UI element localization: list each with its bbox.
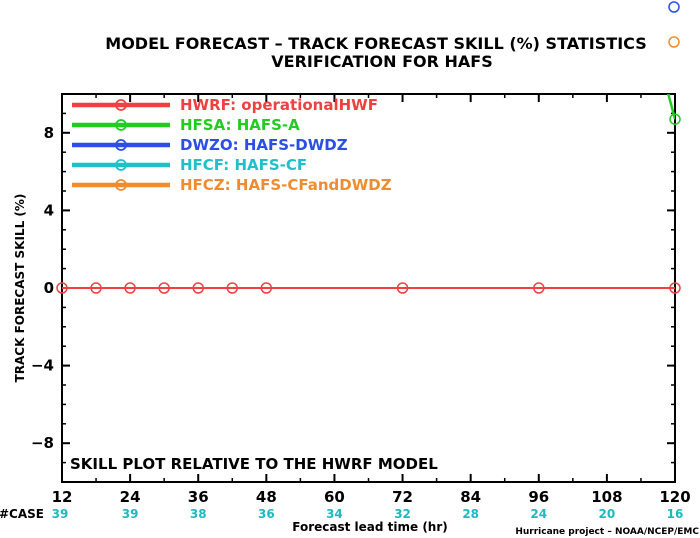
case-count: 16 <box>667 507 684 521</box>
case-count: 39 <box>52 507 69 521</box>
case-count: 32 <box>394 507 411 521</box>
series-line-hfsa <box>667 94 675 120</box>
x-tick-label: 36 <box>188 488 209 506</box>
data-point-hwrf <box>192 282 204 294</box>
data-point-hwrf <box>396 282 409 294</box>
case-count: 36 <box>258 507 275 521</box>
data-point-hwrf <box>124 282 136 294</box>
y-axis-label: TRACK FORECAST SKILL (%) <box>13 194 27 383</box>
data-point-hwrf <box>260 282 273 294</box>
legend: HWRF: operationalHWF HFSA: HAFS-A DWZO: HA… <box>72 96 392 194</box>
data-point-hwrf <box>669 282 681 294</box>
marker-layer <box>56 113 681 294</box>
legend-marker-hfsa <box>115 119 127 131</box>
x-tick-label: 120 <box>659 488 690 506</box>
legend-label-hfcz: HFCZ: HAFS-CFandDWDZ <box>180 176 392 194</box>
legend-label-hfsa: HFSA: HAFS-A <box>180 116 300 134</box>
x-tick-label: 24 <box>120 488 141 506</box>
y-tick-label: 4 <box>44 201 54 219</box>
legend-marker-hfcf <box>115 159 127 171</box>
case-count-label: #CASE <box>0 507 44 521</box>
y-tick-label: 0 <box>44 279 54 297</box>
case-count: 24 <box>530 507 547 521</box>
corner-marker-hfcz <box>668 36 680 48</box>
x-tick-label: 72 <box>392 488 413 506</box>
data-point-hwrf <box>56 282 68 294</box>
chart-title: MODEL FORECAST – TRACK FORECAST SKILL (%… <box>105 34 646 53</box>
x-tick-label: 84 <box>460 488 481 506</box>
x-tick-label: 12 <box>52 488 73 506</box>
case-count: 39 <box>122 507 139 521</box>
data-point-hwrf <box>90 282 102 294</box>
legend-marker-dwzo <box>115 139 127 151</box>
case-count: 20 <box>599 507 616 521</box>
legend-label-hwrf: HWRF: operationalHWF <box>180 96 378 114</box>
x-axis: 12 24 36 48 60 72 84 96 108 120 <box>52 94 691 506</box>
case-count: 34 <box>326 507 343 521</box>
y-tick-label: −4 <box>31 357 54 375</box>
corner-marker-dwzo <box>668 1 680 13</box>
legend-label-hfcf: HFCF: HAFS-CF <box>180 156 307 174</box>
x-axis-label: Forecast lead time (hr) <box>292 520 448 534</box>
corner-markers <box>668 1 680 48</box>
y-tick-label: −8 <box>31 434 54 452</box>
x-tick-label: 108 <box>591 488 622 506</box>
data-point-hwrf <box>158 282 170 294</box>
x-tick-label: 96 <box>528 488 549 506</box>
x-tick-label: 60 <box>324 488 345 506</box>
legend-marker-hwrf <box>115 99 127 111</box>
y-tick-label: 8 <box>44 124 54 142</box>
credit-text: Hurricane project – NOAA/NCEP/EMC <box>515 527 699 537</box>
skill-plot-annotation: SKILL PLOT RELATIVE TO THE HWRF MODEL <box>70 455 438 473</box>
case-count: 28 <box>462 507 479 521</box>
chart-subtitle: VERIFICATION FOR HAFS <box>271 52 492 71</box>
series-layer <box>62 94 675 289</box>
data-point-hfsa <box>669 113 681 125</box>
y-axis: −8 −4 0 4 8 <box>31 93 675 483</box>
x-tick-label: 48 <box>256 488 277 506</box>
legend-marker-hfcz <box>115 179 127 191</box>
case-counts: 39 39 38 36 34 32 28 24 20 16 <box>52 507 684 521</box>
legend-label-dwzo: DWZO: HAFS-DWDZ <box>180 136 348 154</box>
data-point-hwrf <box>533 282 545 294</box>
case-count: 38 <box>190 507 207 521</box>
data-point-hwrf <box>226 282 239 294</box>
